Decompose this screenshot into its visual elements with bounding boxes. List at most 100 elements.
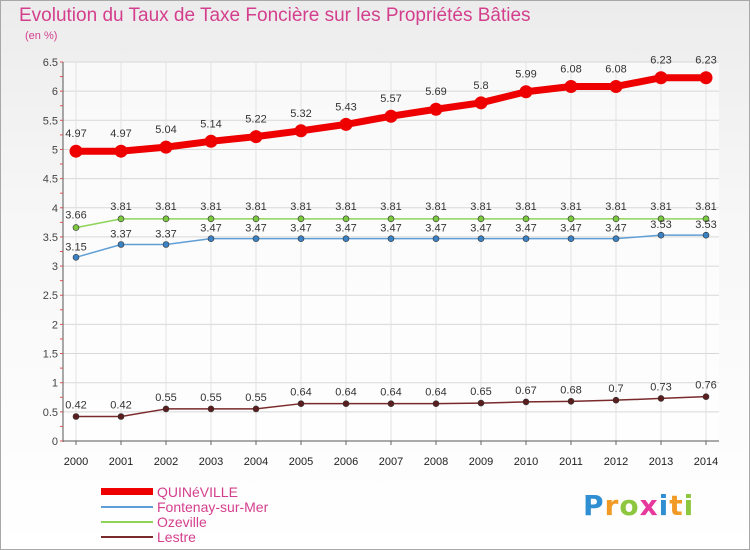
data-label: 0.42 [110,400,131,412]
data-label: 6.08 [605,63,626,75]
legend-label: Ozeville [157,514,207,530]
data-label: 0.64 [335,387,356,399]
data-point [342,235,350,242]
data-point [72,254,80,261]
data-point [297,215,305,223]
x-tick-label: 2007 [379,456,403,468]
data-label: 3.15 [65,241,86,253]
data-label: 3.47 [560,223,581,235]
data-label: 3.47 [605,223,626,235]
data-point [249,130,263,144]
legend-item: Fontenay-sur-Mer [101,499,341,515]
data-point [609,79,623,93]
x-tick-label: 2003 [199,456,223,468]
data-point [474,96,488,110]
data-label: 6.23 [650,55,671,67]
legend-label: Lestre [157,529,196,545]
data-point [207,235,215,242]
data-label: 3.81 [200,201,221,213]
data-point [252,235,260,242]
data-point [522,215,530,223]
data-label: 5.22 [245,114,266,126]
data-point [162,405,170,413]
data-label: 3.47 [200,223,221,235]
data-point [699,71,713,85]
data-label: 4.97 [110,128,131,140]
data-label: 3.47 [290,223,311,235]
data-label: 5.69 [425,86,446,98]
chart-title: Evolution du Taux de Taxe Foncière sur l… [19,5,531,26]
data-point [117,241,125,248]
data-label: 3.37 [155,229,176,241]
data-point [432,400,440,407]
x-tick-label: 2011 [559,456,583,468]
data-label: 6.08 [560,63,581,75]
x-tick-label: 2004 [244,456,268,468]
y-tick-label: 4 [52,203,58,215]
data-point [294,124,308,138]
data-point [162,241,170,248]
y-tick-label: 5 [52,144,58,156]
data-point [204,134,218,148]
data-point [612,235,620,242]
data-label: 5.8 [473,80,488,92]
data-label: 0.64 [380,387,401,399]
data-label: 3.53 [695,219,716,231]
legend-swatch [101,488,153,495]
legend-swatch [101,521,153,523]
x-tick-label: 2000 [64,456,88,468]
data-label: 3.47 [245,223,266,235]
y-tick-label: 2 [52,319,58,331]
data-point [72,224,80,231]
data-label: 0.55 [200,392,221,404]
y-tick-label: 0.5 [43,407,58,419]
data-label: 0.76 [695,380,716,392]
data-point [342,400,350,407]
x-tick-label: 2009 [469,456,493,468]
unit-label: (en %) [25,30,58,42]
data-point [252,405,260,413]
data-point [432,235,440,242]
data-point [162,215,170,223]
data-point [339,117,353,131]
data-point [567,215,575,223]
data-label: 3.47 [515,223,536,235]
x-tick-label: 2012 [604,456,628,468]
data-point [477,399,485,407]
data-point [429,102,443,116]
x-tick-label: 2010 [514,456,538,468]
data-label: 3.47 [470,223,491,235]
x-tick-label: 2005 [289,456,313,468]
data-label: 5.99 [515,69,536,81]
data-label: 0.64 [425,387,446,399]
data-point [114,144,128,158]
data-point [657,231,665,239]
data-label: 3.81 [560,201,581,213]
data-point [522,398,530,406]
legend-swatch [101,536,153,538]
data-point [117,413,125,420]
data-point [207,405,215,413]
data-label: 3.81 [290,201,311,213]
legend-swatch [101,506,153,508]
y-tick-label: 4.5 [43,174,58,186]
data-point [69,144,83,158]
data-label: 5.32 [290,108,311,120]
data-label: 0.55 [155,392,176,404]
data-label: 3.47 [380,223,401,235]
data-point [567,235,575,242]
data-point [342,215,350,223]
data-label: 3.81 [605,201,626,213]
data-label: 0.68 [560,384,581,396]
y-tick-label: 3.5 [43,232,58,244]
data-point [297,400,305,407]
y-tick-label: 0 [52,436,58,448]
data-point [519,85,533,99]
data-label: 4.97 [65,128,86,140]
data-point [702,393,710,400]
data-point [567,398,575,405]
data-label: 3.81 [515,201,536,213]
data-label: 3.81 [380,201,401,213]
data-point [159,140,173,154]
data-label: 5.43 [335,101,356,113]
